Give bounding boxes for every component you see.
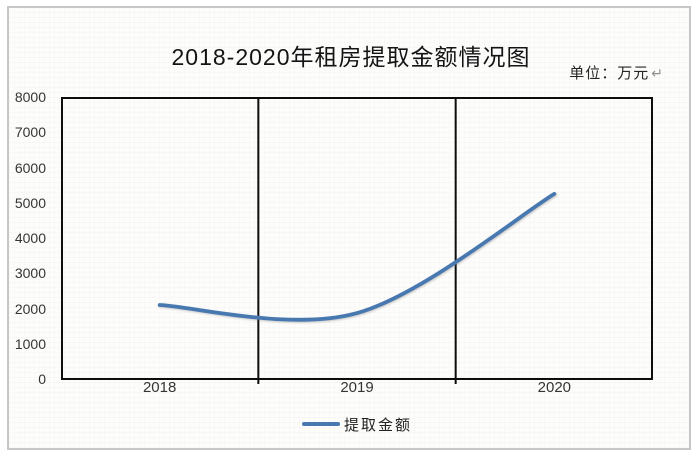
chart-title: 2018-2020年租房提取金额情况图 (171, 44, 531, 70)
x-axis-label: 2019 (340, 379, 374, 396)
legend: 提取金额 (61, 414, 653, 434)
y-axis-label: 7000 (14, 124, 46, 141)
category-dividers (257, 97, 457, 384)
y-axis-label: 0 (38, 371, 46, 387)
image-frame: 2018-2020年租房提取金额情况图 单位：万元 ↵ (7, 6, 691, 450)
unit-label: 单位：万元 ↵ (569, 62, 663, 83)
x-axis-label: 2020 (537, 379, 572, 396)
y-axis-label: 5000 (14, 194, 46, 211)
y-axis-label: 6000 (14, 159, 46, 176)
y-axis-label: 8000 (14, 89, 46, 105)
return-mark: ↵ (651, 65, 663, 81)
legend-line-sample (301, 422, 340, 426)
unit-label-text: 单位：万元 (569, 65, 650, 82)
plot-border (61, 97, 653, 380)
legend-label: 提取金额 (343, 416, 412, 434)
y-axis-label: 4000 (14, 230, 46, 246)
y-axis-label: 2000 (14, 300, 46, 317)
series-line (157, 192, 557, 322)
y-axis-label: 3000 (14, 265, 46, 282)
y-axis-label: 1000 (14, 335, 46, 352)
x-axis-label: 2018 (142, 379, 177, 396)
